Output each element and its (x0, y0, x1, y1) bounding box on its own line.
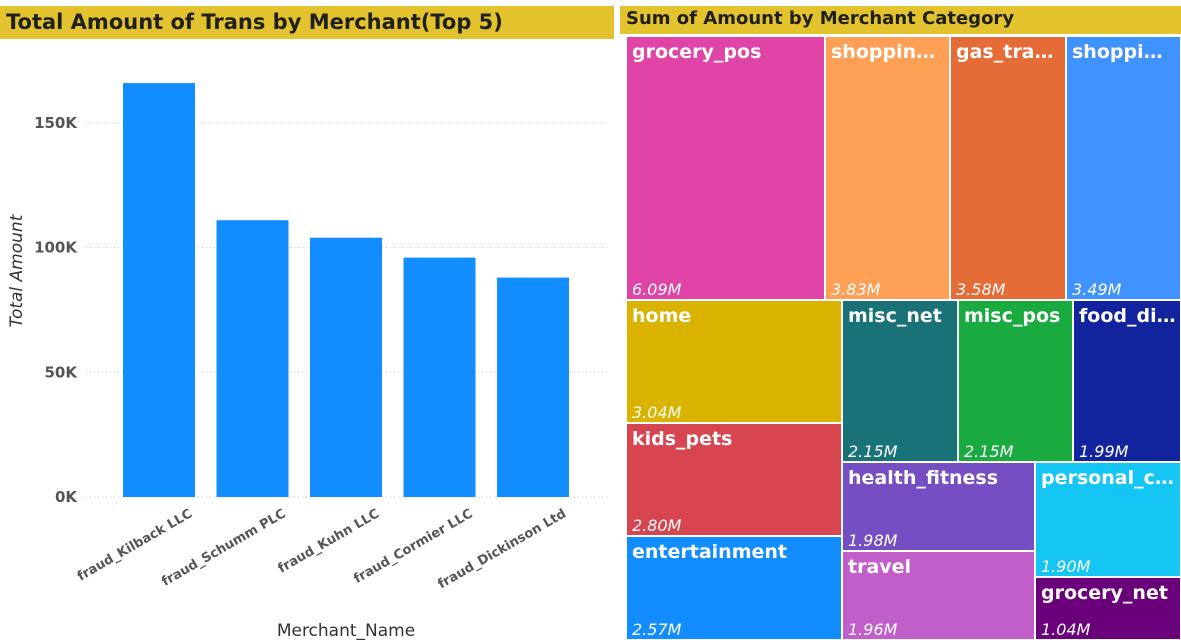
tile-value: 3.83M (831, 280, 881, 299)
treemap-tile[interactable]: shoppin... 3.49M (1066, 36, 1181, 300)
tile-label: grocery_net (1041, 582, 1168, 604)
tile-label: shopping... (831, 41, 945, 63)
tile-label: misc_net (848, 305, 942, 327)
treemap-tile[interactable]: travel 1.96M (842, 551, 1035, 640)
tile-label: entertainment (632, 541, 787, 563)
treemap-tile[interactable]: entertainment 2.57M (626, 536, 842, 640)
bar-chart-title: Total Amount of Trans by Merchant(Top 5) (0, 6, 614, 39)
tile-value: 1.96M (848, 620, 898, 639)
treemap-tile[interactable]: shopping... 3.83M (825, 36, 950, 300)
treemap-title: Sum of Amount by Merchant Category (620, 6, 1181, 34)
treemap-tile[interactable]: misc_pos 2.15M (958, 300, 1073, 462)
bar[interactable] (310, 237, 382, 497)
tile-value: 1.99M (1079, 442, 1129, 461)
tile-label: travel (848, 556, 912, 578)
tile-label: grocery_pos (632, 41, 762, 63)
tile-value: 3.49M (1072, 280, 1122, 299)
tile-label: misc_pos (964, 305, 1061, 327)
tile-value: 2.57M (632, 620, 682, 639)
treemap-tile[interactable]: food_di... 1.99M (1073, 300, 1181, 462)
tile-value: 6.09M (632, 280, 682, 299)
treemap-tile[interactable]: gas_tran... 3.58M (950, 36, 1066, 300)
x-axis-title: Merchant_Name (277, 621, 415, 640)
y-tick-label: 100K (34, 239, 78, 257)
tile-value: 1.98M (848, 531, 898, 550)
treemap-tile[interactable]: health_fitness 1.98M (842, 462, 1035, 551)
tile-value: 3.58M (956, 280, 1006, 299)
y-tick-label: 50K (45, 363, 79, 381)
y-tick-label: 0K (55, 488, 78, 506)
bar[interactable] (403, 257, 476, 497)
tile-value: 1.04M (1041, 620, 1091, 639)
treemap-tile[interactable]: kids_pets 2.80M (626, 423, 842, 536)
treemap-tile[interactable]: personal_care 1.90M (1035, 462, 1181, 577)
y-tick-label: 150K (34, 114, 78, 132)
tile-value: 3.04M (632, 403, 682, 422)
tile-value: 2.15M (848, 442, 898, 461)
treemap-tile[interactable]: misc_net 2.15M (842, 300, 958, 462)
tile-value: 2.80M (632, 516, 682, 535)
treemap: grocery_pos 6.09M shopping... 3.83M gas_tran… (626, 36, 1181, 640)
bar[interactable] (497, 277, 569, 497)
treemap-tile[interactable]: grocery_net 1.04M (1035, 577, 1181, 640)
bar[interactable] (216, 220, 289, 498)
bar[interactable] (123, 83, 195, 498)
treemap-tile[interactable]: grocery_pos 6.09M (626, 36, 825, 300)
tile-value: 2.15M (964, 442, 1014, 461)
tile-label: gas_tran... (956, 41, 1061, 63)
tile-label: shoppin... (1072, 41, 1176, 63)
tile-value: 1.90M (1041, 557, 1091, 576)
tile-label: food_di... (1079, 305, 1176, 327)
y-axis-title: Total Amount (7, 213, 27, 327)
tile-label: home (632, 305, 692, 327)
tile-label: kids_pets (632, 428, 733, 450)
tile-label: health_fitness (848, 467, 999, 489)
treemap-tile[interactable]: home 3.04M (626, 300, 842, 423)
tile-label: personal_care (1041, 467, 1176, 489)
